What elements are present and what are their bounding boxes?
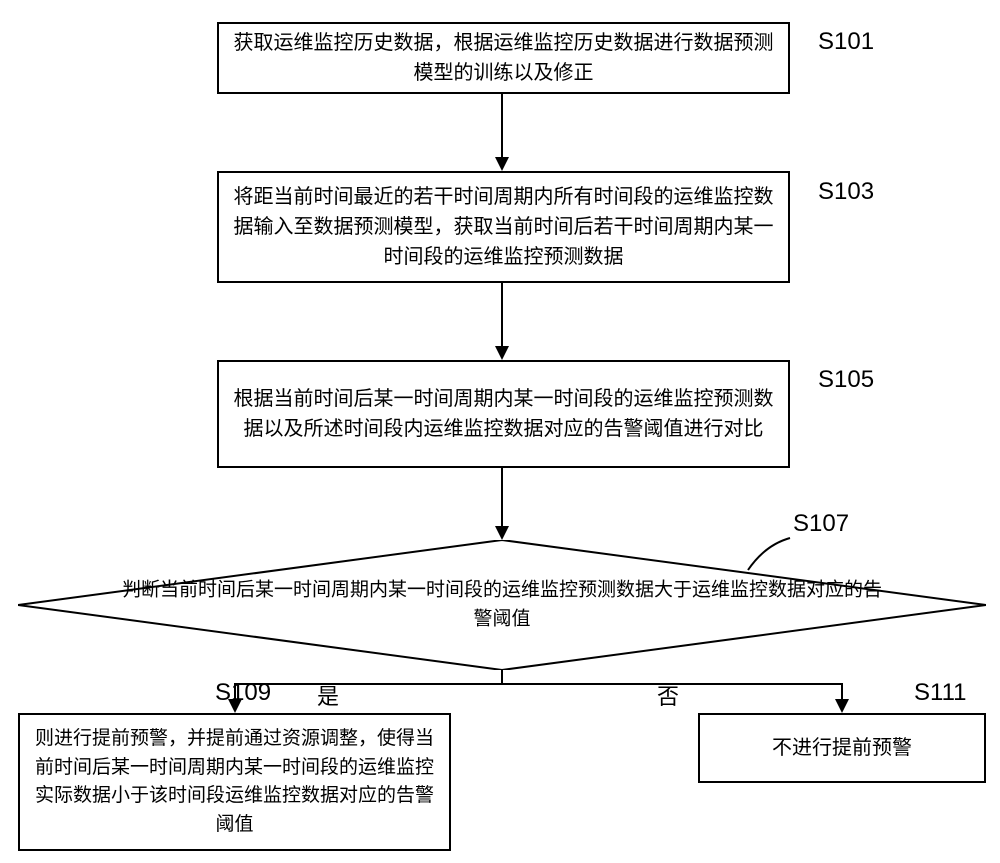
arrow bbox=[501, 468, 503, 526]
arrow-head bbox=[495, 157, 509, 171]
arrow bbox=[841, 683, 843, 699]
step-label-s109: S109 bbox=[215, 679, 271, 707]
arrow-head bbox=[835, 699, 849, 713]
step-box-s101: 获取运维监控历史数据，根据运维监控历史数据进行数据预测模型的训练以及修正 bbox=[217, 22, 790, 94]
step-box-s105: 根据当前时间后某一时间周期内某一时间段的运维监控预测数据以及所述时间段内运维监控… bbox=[217, 360, 790, 468]
arrow bbox=[501, 283, 503, 346]
step-label-s107: S107 bbox=[793, 510, 849, 538]
arrow-head bbox=[495, 526, 509, 540]
decision-text: 判断当前时间后某一时间周期内某一时间段的运维监控预测数据大于运维监控数据对应的告… bbox=[115, 577, 889, 634]
step-text: 不进行提前预警 bbox=[772, 733, 912, 763]
step-text: 将距当前时间最近的若干时间周期内所有时间段的运维监控数据输入至数据预测模型，获取… bbox=[231, 182, 776, 272]
step-text: 获取运维监控历史数据，根据运维监控历史数据进行数据预测模型的训练以及修正 bbox=[231, 28, 776, 88]
step-text: 则进行提前预警，并提前通过资源调整，使得当前时间后某一时间周期内某一时间段的运维… bbox=[32, 725, 437, 839]
decision-s107: 判断当前时间后某一时间周期内某一时间段的运维监控预测数据大于运维监控数据对应的告… bbox=[18, 540, 986, 670]
label-connector bbox=[745, 535, 795, 573]
step-label-s105: S105 bbox=[818, 366, 874, 394]
step-label-s103: S103 bbox=[818, 178, 874, 206]
step-box-s111: 不进行提前预警 bbox=[698, 713, 986, 783]
arrow-head bbox=[495, 346, 509, 360]
arrow bbox=[501, 94, 503, 157]
step-label-s111: S111 bbox=[914, 679, 967, 707]
step-text: 根据当前时间后某一时间周期内某一时间段的运维监控预测数据以及所述时间段内运维监控… bbox=[231, 384, 776, 444]
step-box-s103: 将距当前时间最近的若干时间周期内所有时间段的运维监控数据输入至数据预测模型，获取… bbox=[217, 171, 790, 283]
branch-yes-label: 是 bbox=[317, 679, 339, 711]
step-label-s101: S101 bbox=[818, 28, 874, 56]
branch-no-label: 否 bbox=[657, 679, 679, 711]
step-box-s109: 则进行提前预警，并提前通过资源调整，使得当前时间后某一时间周期内某一时间段的运维… bbox=[18, 713, 451, 851]
branch-stub bbox=[501, 670, 503, 684]
flowchart-canvas: 获取运维监控历史数据，根据运维监控历史数据进行数据预测模型的训练以及修正 S10… bbox=[0, 0, 1000, 863]
